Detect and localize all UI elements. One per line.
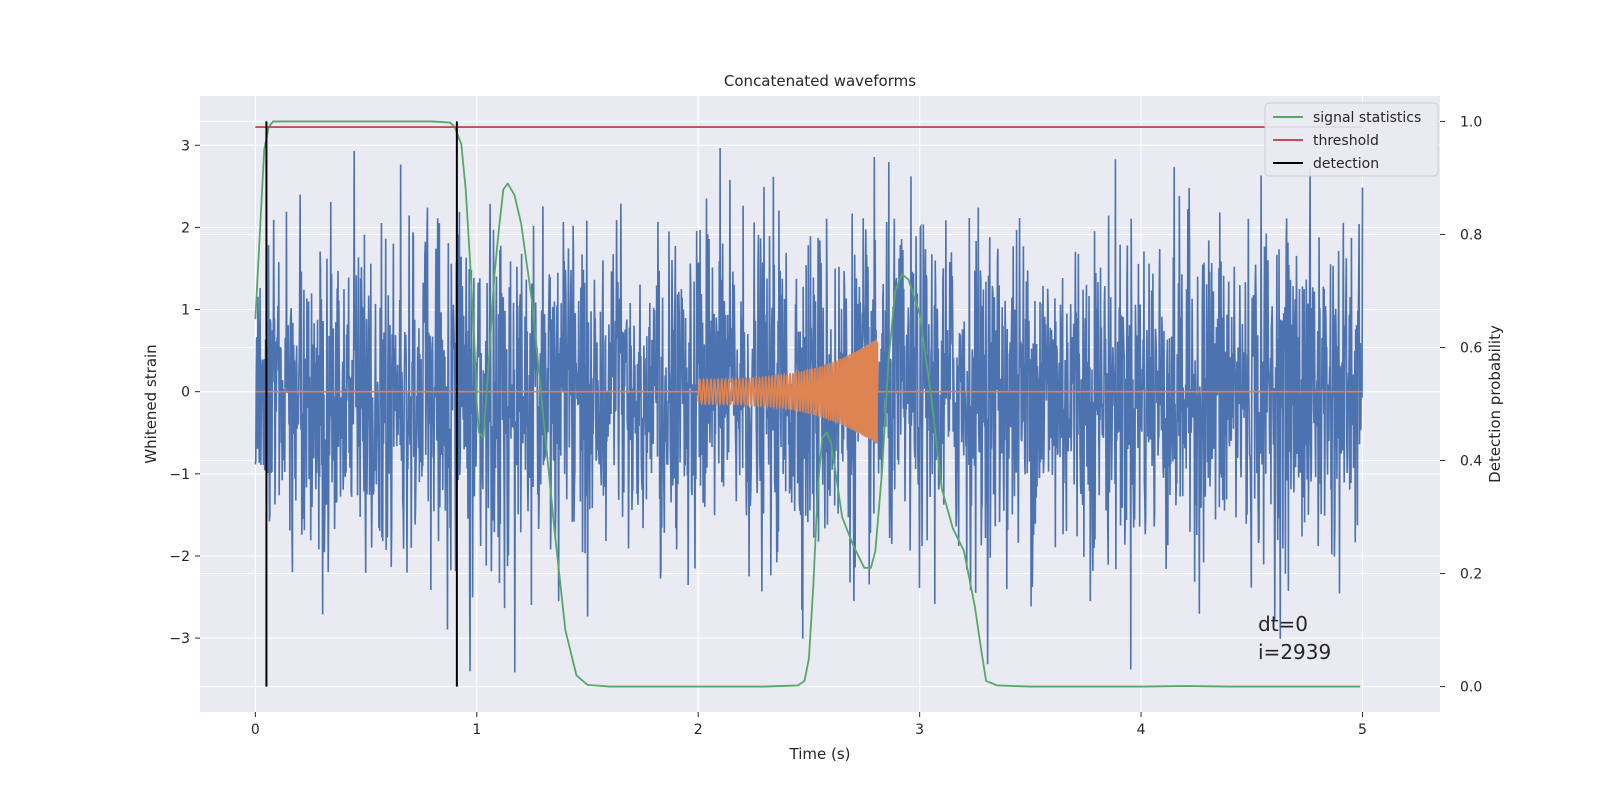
y-left-tick-label-5: 2 bbox=[181, 220, 190, 236]
series-layer bbox=[254, 120, 1364, 688]
strain-series-line bbox=[254, 147, 1364, 673]
x-axis-label: Time (s) bbox=[789, 745, 851, 763]
y-right-tick-label-2: 0.4 bbox=[1460, 454, 1482, 470]
annotation-dt: dt=0 bbox=[1258, 612, 1308, 636]
y-right-tick-label-3: 0.6 bbox=[1460, 340, 1482, 356]
y-left-tick-label-1: −2 bbox=[169, 549, 190, 565]
y-left-tick-label-3: 0 bbox=[181, 385, 190, 401]
x-tick-label-2: 2 bbox=[694, 722, 703, 738]
y-left-tick-label-0: −3 bbox=[169, 631, 190, 647]
y-right-tick-label-0: 0.0 bbox=[1460, 680, 1482, 696]
annotation-index: i=2939 bbox=[1258, 640, 1331, 664]
chart-title: Concatenated waveforms bbox=[724, 72, 916, 90]
y-right-tick-label-1: 0.2 bbox=[1460, 567, 1482, 583]
legend-label-threshold: threshold bbox=[1313, 133, 1379, 149]
x-tick-label-1: 1 bbox=[472, 722, 481, 738]
legend-box bbox=[1264, 102, 1439, 177]
x-tick-label-0: 0 bbox=[251, 722, 260, 738]
y-left-tick-label-4: 1 bbox=[181, 303, 190, 319]
y-axis-left-label: Whitened strain bbox=[142, 344, 160, 463]
legend-label-signal-statistics: signal statistics bbox=[1313, 110, 1421, 126]
y-left-tick-label-6: 3 bbox=[181, 138, 190, 154]
y-left-tick-label-2: −1 bbox=[169, 467, 190, 483]
axes: 0 1 2 3 4 5 −3 −2 −1 0 1 2 3 0.0 0.2 0.4 0.6 0.8 1.0 bbox=[169, 114, 1482, 738]
y-axis-right-label: Detection probability bbox=[1486, 325, 1504, 483]
injection-series-line bbox=[255, 339, 1363, 444]
x-tick-label-4: 4 bbox=[1137, 722, 1146, 738]
y-right-tick-label-4: 0.8 bbox=[1460, 227, 1482, 243]
legend: signal statistics threshold detection bbox=[1264, 102, 1439, 177]
x-tick-label-3: 3 bbox=[915, 722, 924, 738]
legend-label-detection: detection bbox=[1313, 156, 1379, 172]
x-tick-label-5: 5 bbox=[1358, 722, 1367, 738]
y-right-tick-label-5: 1.0 bbox=[1460, 114, 1482, 130]
signal-statistics-line bbox=[254, 120, 1361, 688]
